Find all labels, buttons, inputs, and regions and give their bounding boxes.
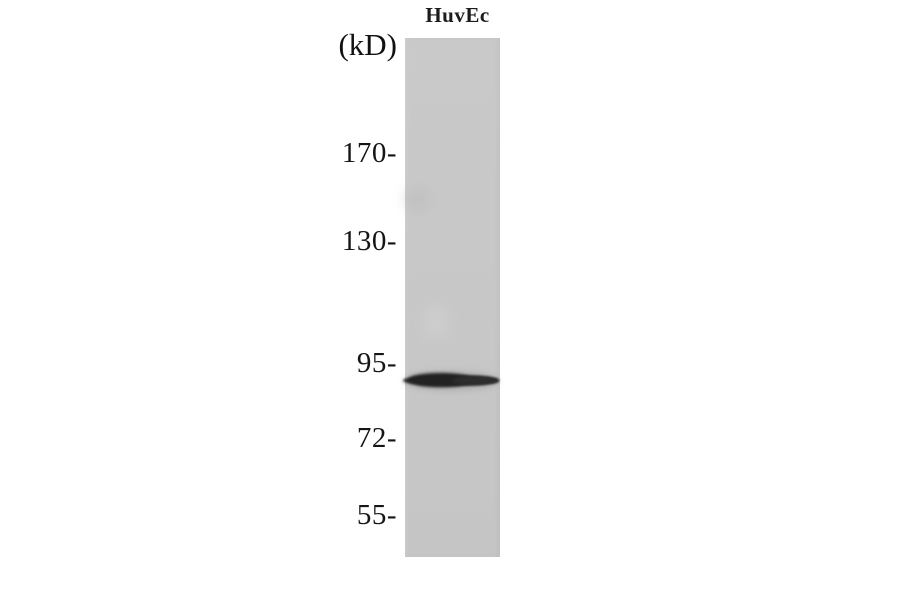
- mw-marker-170: 170-: [341, 137, 397, 169]
- unit-label-kd: (kD): [338, 27, 397, 62]
- gel-lane: [405, 38, 500, 557]
- protein-band-core: [408, 373, 472, 387]
- mw-marker-72: 72-: [356, 422, 397, 454]
- lane-label: HuvEc: [425, 3, 490, 27]
- mw-marker-130: 130-: [341, 225, 397, 257]
- faint-smudge-upper: [405, 188, 430, 211]
- mw-marker-55: 55-: [356, 499, 397, 531]
- protein-band-tail: [452, 376, 499, 385]
- mw-marker-95: 95-: [356, 347, 397, 379]
- faint-smudge-middle: [422, 305, 450, 339]
